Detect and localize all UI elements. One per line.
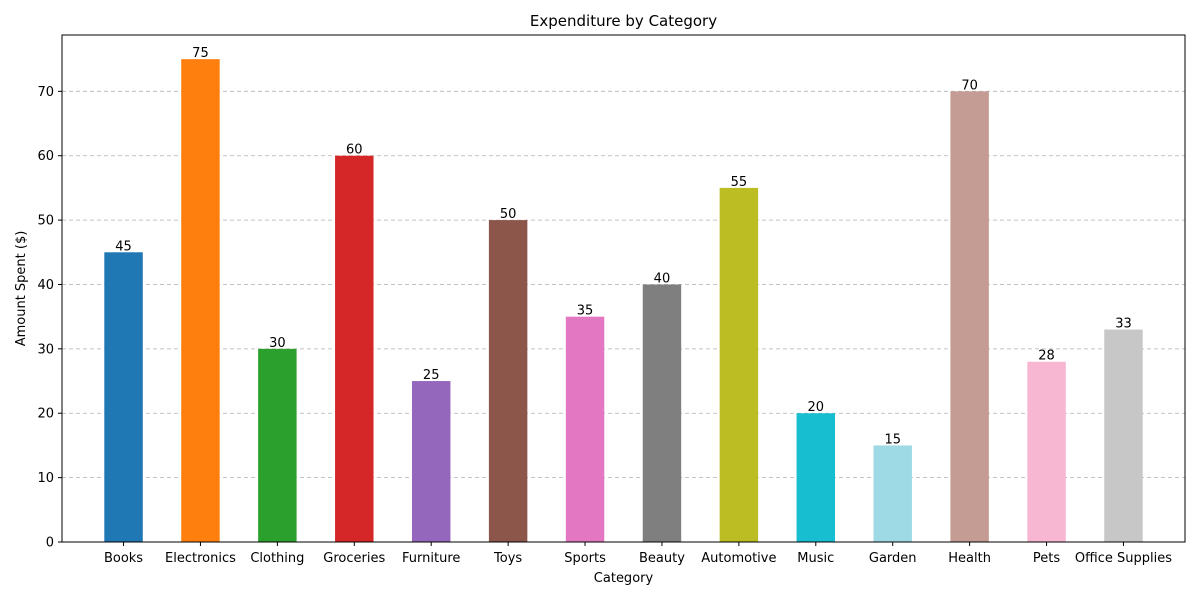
bar-electronics [181, 59, 220, 543]
bar-value-label: 35 [577, 304, 594, 319]
x-tick-label: Garden [869, 551, 917, 566]
y-axis-ticks: 0 10 20 30 40 50 60 70 [37, 85, 62, 551]
bars [104, 59, 1143, 543]
bar-value-label: 70 [961, 78, 978, 93]
x-tick-label: Electronics [165, 551, 236, 566]
x-tick-label: Automotive [701, 551, 776, 566]
x-tick-label: Music [797, 551, 834, 566]
plot-frame [61, 34, 1186, 543]
bar-garden [873, 445, 912, 542]
x-tick-label: Beauty [639, 551, 685, 566]
x-tick-label: Toys [493, 551, 522, 566]
x-axis-label: Category [594, 571, 654, 586]
x-axis-ticks: Books Electronics Clothing Groceries Furnitu… [104, 542, 1172, 566]
x-tick-label: Office Supplies [1075, 551, 1172, 566]
x-tick-label: Pets [1033, 551, 1060, 566]
y-tick-label: 20 [37, 407, 54, 422]
x-tick-label: Health [948, 551, 991, 566]
bar-value-label: 20 [808, 400, 825, 415]
bar-value-label: 60 [346, 143, 363, 158]
y-tick-label: 0 [46, 536, 54, 551]
x-tick-label: Groceries [323, 551, 385, 566]
y-tick-label: 50 [37, 214, 54, 229]
y-tick-label: 40 [37, 278, 54, 293]
bar-value-label: 75 [192, 46, 209, 61]
y-tick-label: 10 [37, 471, 54, 486]
y-tick-label: 30 [37, 342, 54, 357]
bar-value-label: 40 [654, 271, 671, 286]
bar-automotive [719, 187, 759, 542]
bar-value-label: 30 [269, 336, 286, 351]
y-tick-label: 60 [37, 149, 54, 164]
bar-value-label: 55 [731, 175, 748, 190]
bar-groceries [335, 155, 374, 542]
bar-books [104, 252, 143, 543]
bar-beauty [642, 284, 682, 542]
bar-office-supplies [1104, 329, 1143, 542]
y-axis-label: Amount Spent ($) [14, 231, 29, 347]
bar-clothing [258, 348, 297, 542]
bar-value-label: 33 [1115, 317, 1132, 332]
grid-lines [62, 90, 1185, 479]
bar-value-label: 28 [1038, 349, 1055, 364]
y-tick-label: 70 [37, 85, 54, 100]
bar-furniture [411, 381, 451, 542]
bar-value-label: 50 [500, 207, 517, 222]
bar-value-label: 25 [423, 368, 440, 383]
bar-value-label: 15 [884, 432, 901, 447]
x-tick-label: Clothing [250, 551, 304, 566]
bar-pets [1027, 361, 1066, 542]
bar-health [950, 91, 989, 542]
chart-title: Expenditure by Category [530, 12, 717, 30]
bar-music [796, 413, 836, 542]
x-tick-label: Sports [564, 551, 606, 566]
bar-toys [488, 220, 528, 542]
bar-value-label: 45 [115, 239, 132, 254]
value-labels: 45 75 30 60 25 50 35 40 55 20 15 70 28 33 [115, 46, 1131, 447]
x-tick-label: Furniture [402, 551, 460, 566]
bar-sports [565, 316, 605, 542]
x-tick-label: Books [104, 551, 143, 566]
